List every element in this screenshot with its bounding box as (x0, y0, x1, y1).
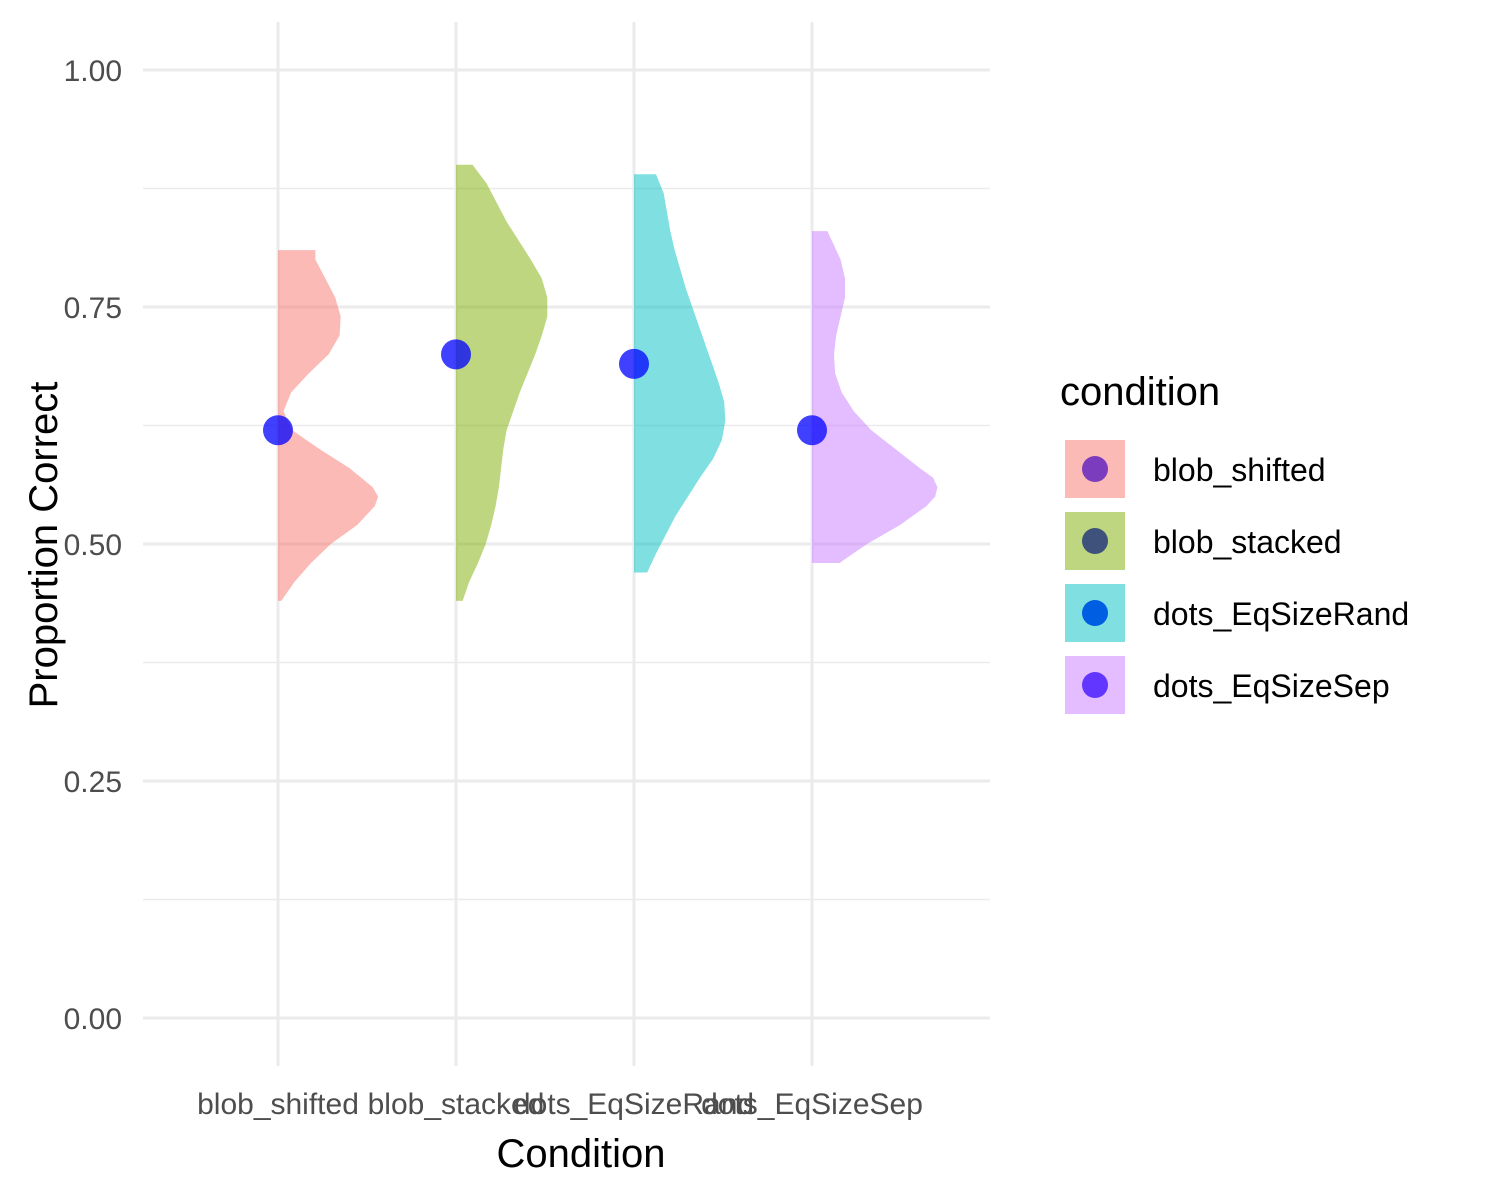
mean-point-blob-stacked (441, 339, 471, 370)
mean-point-dots-eqsizerand (619, 348, 649, 379)
violin-blob-stacked (456, 164, 548, 601)
x-axis-ticks: blob_shifted blob_stackeddots_EqSizeRandd… (197, 1088, 923, 1121)
mean-point-blob-shifted (263, 415, 293, 446)
legend-title: condition (1060, 370, 1220, 414)
violin-dots-eqsizerand (634, 174, 726, 573)
legend-point-dots-eqsizerand (1082, 600, 1108, 626)
x-tick-label: dots_EqSizeSep (701, 1088, 923, 1121)
legend: condition blob_shifted blob_stacked dots_E… (1060, 370, 1409, 714)
legend-label-blob-stacked: blob_stacked (1153, 524, 1342, 560)
y-axis-ticks: 0.00 0.25 0.50 0.75 1.00 (64, 55, 122, 1036)
x-tick-label: blob_shifted (197, 1088, 359, 1121)
legend-label-dots-eqsizesep: dots_EqSizeSep (1153, 668, 1390, 704)
x-tick-label: dots_EqSizeRand (514, 1088, 754, 1121)
x-axis-title: Condition (496, 1132, 665, 1176)
y-tick-label: 0.00 (64, 1003, 122, 1036)
mean-point-dots-eqsizesep (797, 415, 827, 446)
y-tick-label: 0.50 (64, 529, 122, 562)
y-tick-label: 0.25 (64, 766, 122, 799)
legend-label-dots-eqsizerand: dots_EqSizeRand (1153, 596, 1409, 632)
violin-layer (278, 164, 938, 601)
legend-label-blob-shifted: blob_shifted (1153, 452, 1326, 488)
violin-blob-shifted (278, 250, 379, 601)
legend-point-dots-eqsizesep (1082, 672, 1108, 698)
y-axis-title: Proportion Correct (22, 382, 66, 709)
y-tick-label: 0.75 (64, 292, 122, 325)
violin-dots-eqsizesep (812, 231, 938, 563)
legend-point-blob-shifted (1082, 456, 1108, 482)
mean-point-layer (263, 339, 827, 446)
legend-point-blob-stacked (1082, 528, 1108, 554)
y-tick-label: 1.00 (64, 55, 122, 88)
x-tick-label: blob_stacked (368, 1088, 545, 1121)
